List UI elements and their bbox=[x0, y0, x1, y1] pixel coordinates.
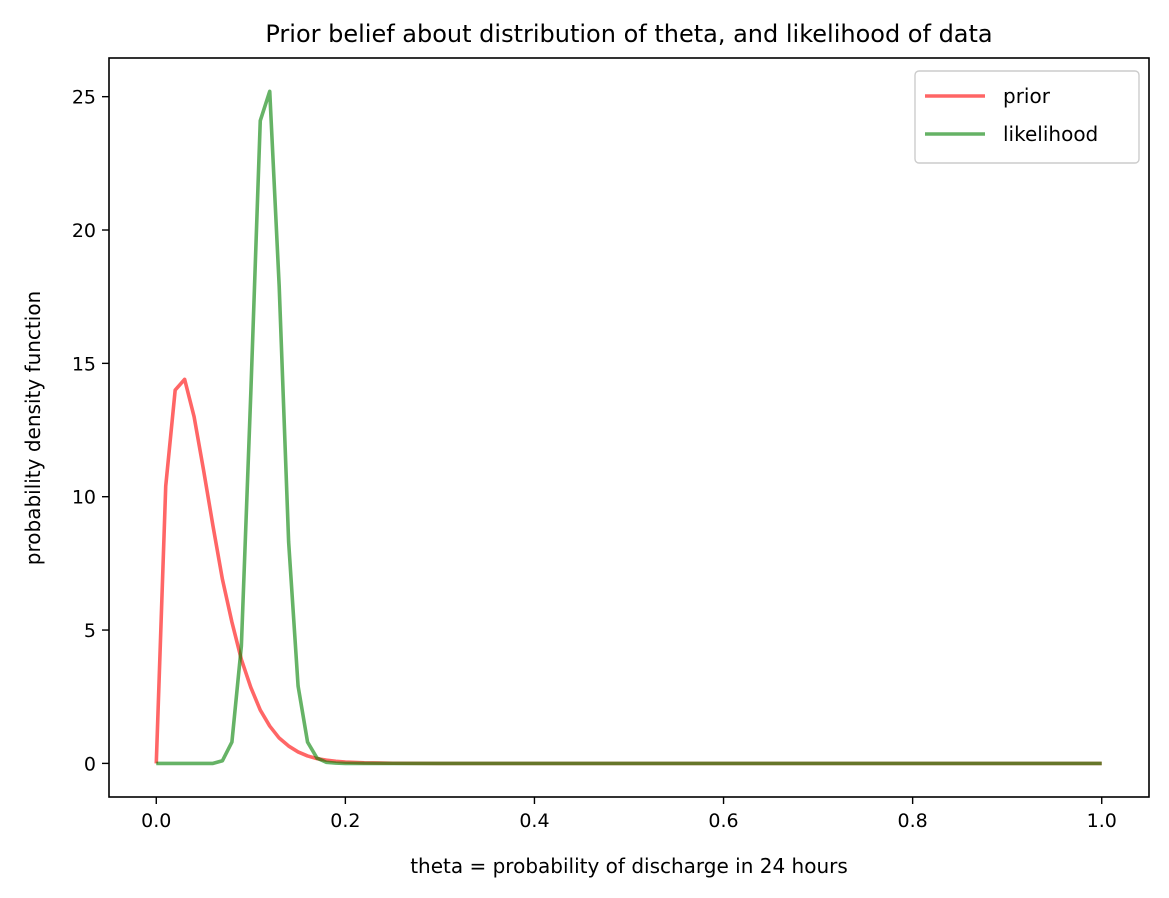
y-tick-label: 20 bbox=[72, 220, 96, 242]
y-axis-label: probability density function bbox=[21, 291, 45, 565]
series-layer bbox=[154, 89, 1102, 766]
series-line-prior bbox=[154, 377, 1102, 766]
legend-frame bbox=[914, 70, 1140, 164]
x-tick-label: 0.8 bbox=[898, 810, 928, 832]
y-tick-label: 15 bbox=[72, 353, 96, 375]
x-tick-label: 0.0 bbox=[141, 810, 171, 832]
y-tick-label: 0 bbox=[84, 753, 96, 775]
legend-label-likelihood: likelihood bbox=[1003, 122, 1098, 146]
plot-area bbox=[108, 57, 1150, 798]
axes-frame bbox=[108, 57, 1150, 798]
series-line-likelihood bbox=[156, 89, 1102, 766]
x-tick-label: 0.4 bbox=[519, 810, 549, 832]
y-tick-label: 10 bbox=[72, 487, 96, 509]
chart-title: Prior belief about distribution of theta… bbox=[265, 20, 992, 48]
y-tick-label: 5 bbox=[84, 620, 96, 642]
x-tick-label: 1.0 bbox=[1087, 810, 1117, 832]
x-axis: 0.0 0.2 0.4 0.6 0.8 1.0 bbox=[141, 797, 1117, 832]
x-tick-label: 0.2 bbox=[330, 810, 360, 832]
legend: prior likelihood bbox=[914, 70, 1140, 164]
y-axis: 0 5 10 15 20 25 bbox=[72, 87, 109, 775]
legend-label-prior: prior bbox=[1003, 84, 1051, 108]
y-tick-label: 25 bbox=[72, 87, 96, 109]
x-axis-label: theta = probability of discharge in 24 h… bbox=[410, 854, 848, 878]
x-tick-label: 0.6 bbox=[708, 810, 738, 832]
